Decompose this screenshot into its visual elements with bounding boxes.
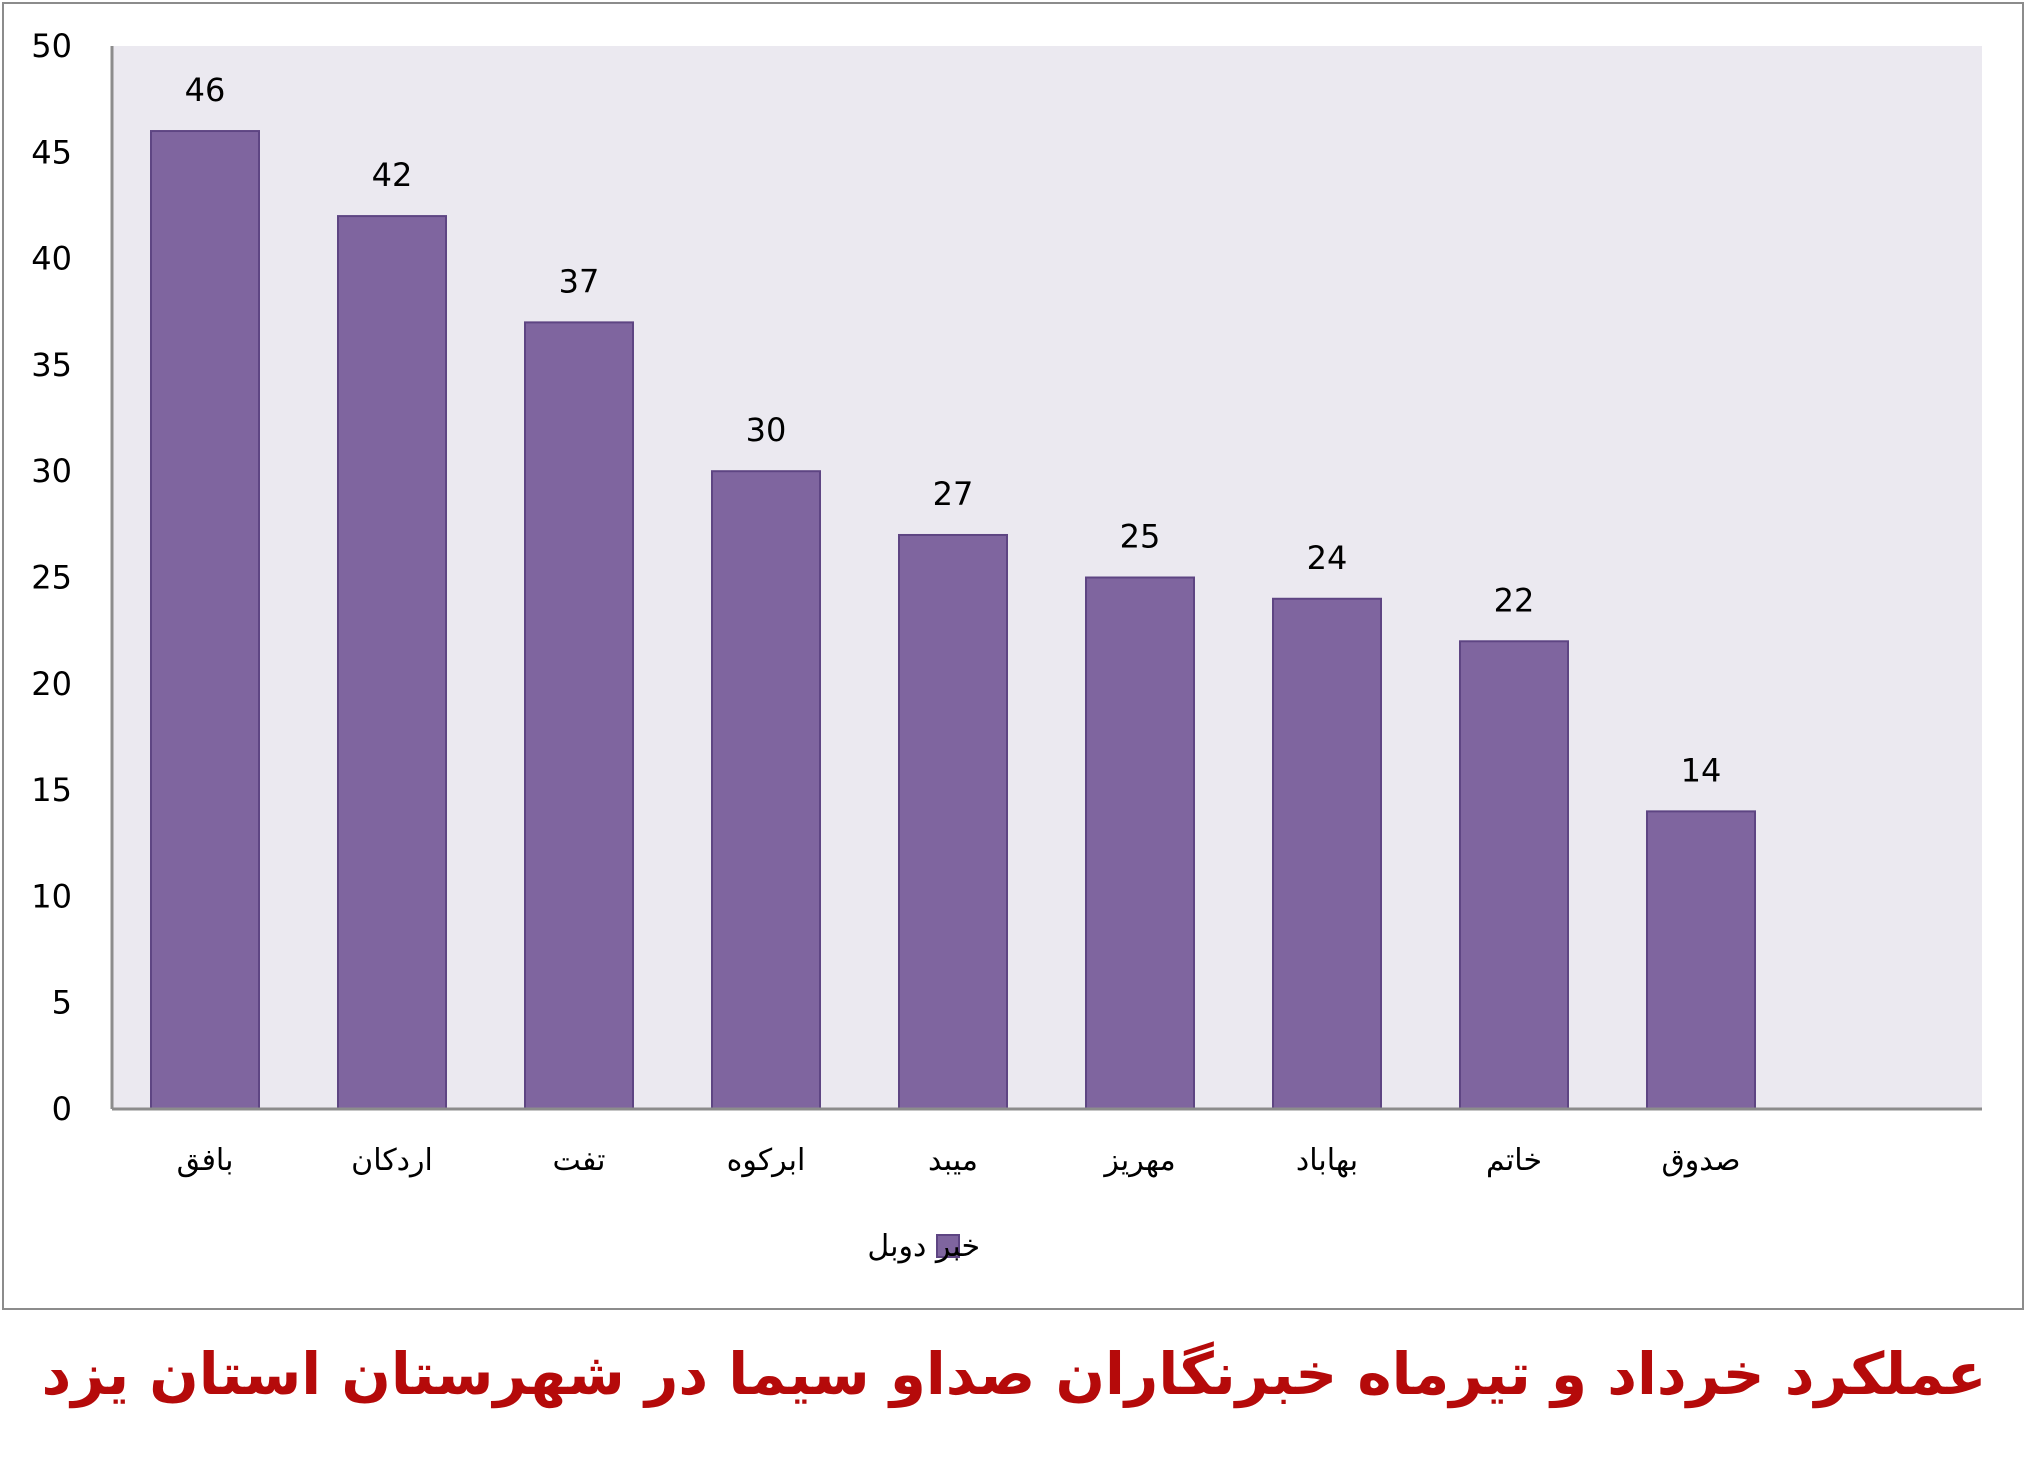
bar [524,321,634,1110]
x-tick-label: اردکان [351,1143,433,1178]
x-tick-label: خاتم [1486,1143,1542,1178]
y-tick-label: 50 [31,27,72,65]
x-tick-label: بافق [177,1143,234,1178]
data-labels: 46 42 37 30 27 25 24 22 14 [185,71,1722,789]
x-tick-label: مهریز [1102,1143,1175,1178]
bar [337,215,447,1110]
x-tick-label: میبد [928,1143,978,1178]
data-label: 42 [372,156,413,194]
bar [711,470,821,1110]
y-tick-label: 20 [31,665,72,703]
y-tick-label: 30 [31,452,72,490]
data-label: 25 [1120,518,1161,556]
data-label: 27 [933,475,974,513]
y-tick-label: 40 [31,240,72,278]
data-label: 46 [185,71,226,109]
y-tick-label: 5 [52,984,72,1022]
bar [1085,576,1195,1110]
bar [150,130,260,1111]
legend-label: خبر دوبل [867,1229,980,1264]
data-label: 22 [1494,581,1535,619]
x-tick-label: صدوق [1662,1143,1741,1178]
data-label: 24 [1307,539,1348,577]
x-tick-label: ابرکوه [727,1143,806,1178]
bar [1646,810,1756,1110]
data-label: 37 [559,262,600,300]
bar [1459,640,1569,1111]
y-axis-ticks: 0 5 10 15 20 25 30 35 40 45 50 [31,27,72,1128]
y-tick-label: 35 [31,346,72,384]
y-tick-label: 10 [31,877,72,915]
y-tick-label: 0 [52,1090,72,1128]
data-label: 30 [746,411,787,449]
bar [898,533,1008,1110]
y-tick-label: 25 [31,559,72,597]
y-tick-label: 45 [31,133,72,171]
bars [150,130,1756,1111]
bar [1272,597,1382,1110]
data-label: 14 [1681,751,1722,789]
x-axis-ticks: بافق اردکان تفت ابرکوه میبد مهریز بهاباد خاتم صد… [177,1143,1741,1178]
x-tick-label: بهاباد [1296,1143,1358,1178]
x-tick-label: تفت [553,1143,606,1178]
legend: خبر دوبل [867,1229,980,1264]
legend-swatch [936,1234,960,1258]
y-tick-label: 15 [31,771,72,809]
chart-title: عملکرد خرداد و تیرماه خبرنگاران صداو سیم… [41,1340,1987,1408]
